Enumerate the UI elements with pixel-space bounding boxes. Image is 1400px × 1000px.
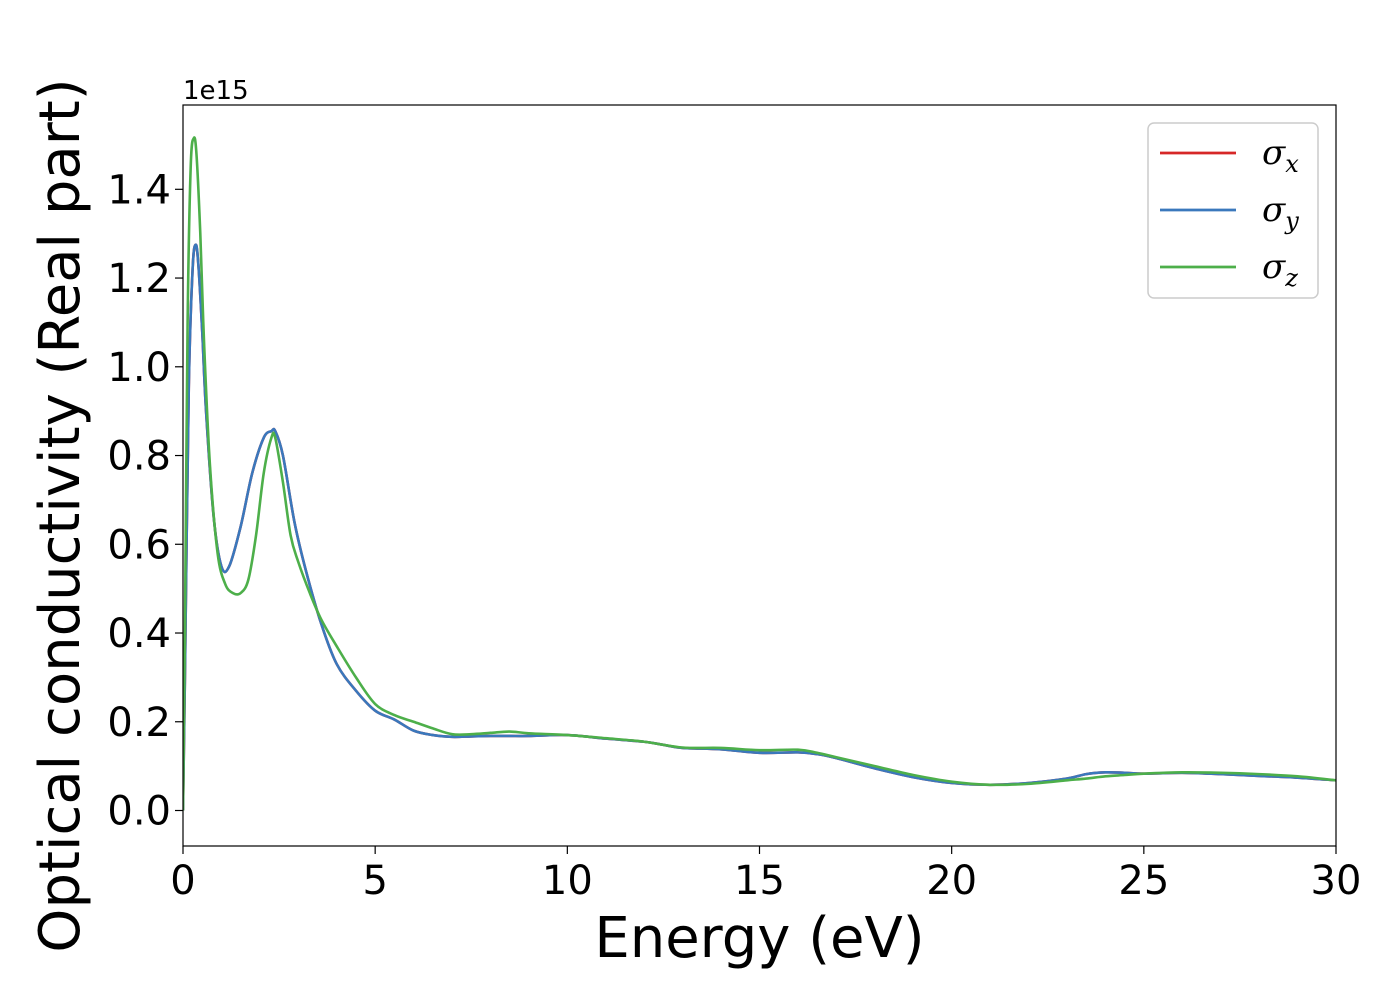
x-tick-label: 15: [734, 858, 785, 904]
legend: σx σy σz: [1147, 122, 1319, 299]
y-tick-label: 0.8: [107, 434, 171, 480]
x-tick-label: 30: [1311, 858, 1362, 904]
x-tick-label: 20: [926, 858, 977, 904]
x-tick-label: 10: [542, 858, 593, 904]
y-offset-label: 1e15: [183, 76, 249, 106]
plot-area: [183, 105, 1336, 846]
x-tick-label: 25: [1118, 858, 1169, 904]
series-layer: [183, 136, 1336, 811]
legend-label-z: σz: [1262, 247, 1298, 292]
legend-label-x: σx: [1262, 133, 1299, 178]
y-tick-label: 1.0: [107, 345, 171, 391]
y-tick-label: 0.4: [107, 611, 171, 657]
legend-label-y: σy: [1262, 190, 1299, 235]
series-line-z: [183, 136, 1336, 811]
y-axis-label: Optical conductivity (Real part): [28, 78, 93, 952]
x-axis-label: Energy (eV): [594, 906, 924, 971]
y-tick-label: 1.4: [107, 167, 171, 213]
plot-background: [183, 105, 1336, 846]
y-tick-label: 0.0: [107, 789, 171, 835]
y-tick-label: 1.2: [107, 256, 171, 302]
x-tick-label: 5: [362, 858, 387, 904]
y-tick-label: 0.2: [107, 700, 171, 746]
axes-layer: 0 5 10 15 20 25 30 0.0 0.2 0.4 0.6 0.8 1.0 1.2 1.4: [107, 104, 1362, 904]
x-tick-label: 0: [170, 858, 195, 904]
y-tick-label: 0.6: [107, 522, 171, 568]
